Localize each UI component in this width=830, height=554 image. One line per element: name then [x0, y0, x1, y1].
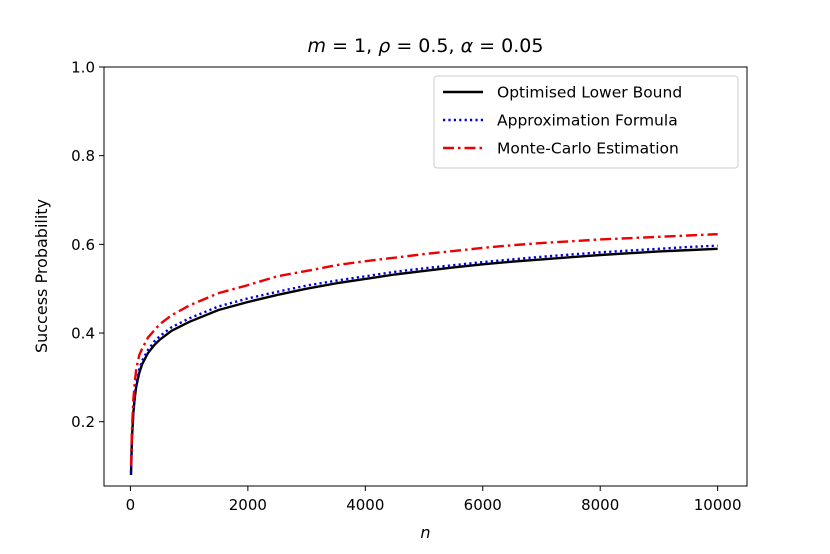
legend-box — [433, 75, 739, 169]
legend-label-optimised-lower-bound: Optimised Lower Bound — [497, 84, 682, 102]
x-axis-label: n — [420, 523, 430, 542]
title-m-symbol: m — [308, 35, 327, 57]
x-tick-label: 0 — [126, 496, 136, 514]
title-alpha-symbol: α — [461, 35, 474, 57]
y-tick-label: 0.8 — [71, 147, 95, 165]
series-layer — [129, 232, 718, 475]
title-rho-symbol: ρ — [378, 35, 390, 57]
x-tick-label: 4000 — [346, 496, 384, 514]
y-tick-label: 1.0 — [71, 59, 95, 77]
y-tick-label: 0.6 — [71, 236, 95, 254]
y-tick-label: 0.2 — [71, 413, 95, 431]
axes-frame — [103, 66, 748, 487]
series-line-monte-carlo-estimation — [129, 232, 718, 467]
series-line-approximation-formula — [129, 244, 718, 473]
y-tick-label: 0.4 — [71, 325, 95, 343]
title-m-value: = 1, — [326, 35, 378, 57]
x-tick-label: 6000 — [464, 496, 502, 514]
chart-title: m = 1, ρ = 0.5, α = 0.05 — [308, 35, 544, 57]
x-tick-label: 8000 — [581, 496, 619, 514]
legend-label-approximation-formula: Approximation Formula — [497, 112, 678, 130]
x-tick-label: 2000 — [229, 496, 267, 514]
title-alpha-value: = 0.05 — [473, 35, 543, 57]
ticks-layer: 0 2000 4000 6000 8000 10000 0.2 0.4 0.6 0.8 1.0 — [71, 59, 741, 515]
legend-label-monte-carlo-estimation: Monte-Carlo Estimation — [497, 140, 679, 158]
legend: Optimised Lower Bound Approximation Form… — [433, 75, 739, 169]
title-rho-value: = 0.5, — [390, 35, 460, 57]
series-line-optimised-lower-bound — [129, 247, 718, 475]
x-tick-label: 10000 — [694, 496, 742, 514]
y-axis-label: Success Probability — [32, 199, 51, 353]
